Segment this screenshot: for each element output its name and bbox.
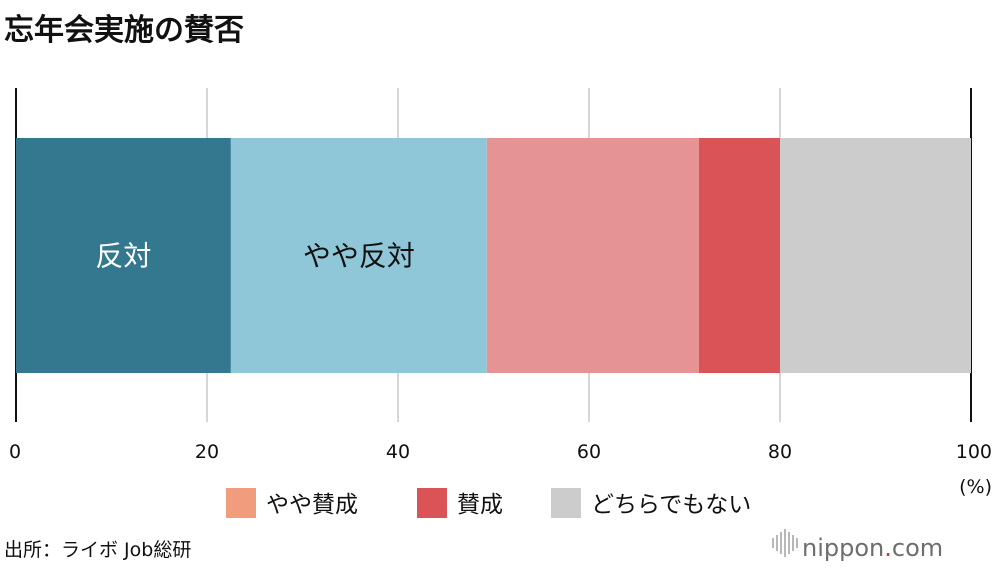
x-tick-label: 60 [577,441,601,463]
brand-text: nippon.com [802,534,943,562]
x-tick-label: 100 [956,441,992,463]
legend-swatch [551,488,581,518]
bar-segment [780,138,971,373]
logo-mark-icon [772,529,798,557]
legend: やや賛成 賛成 どちらでもない [226,488,751,518]
bar-segment [230,138,487,373]
stacked-bar [16,138,971,373]
logo-bar [792,535,794,551]
nippon-logo: nippon.com [772,529,943,562]
legend-label: 賛成 [457,492,503,518]
x-tick-label: 40 [386,441,410,463]
chart-title: 忘年会実施の賛否 [4,13,244,48]
segment-label: やや反対 [303,240,415,273]
x-tick-label: 0 [9,441,21,463]
logo-bar [788,532,790,554]
source-note: 出所：ライボ Job総研 [4,539,191,561]
brand-dot: . [884,534,892,562]
x-tick-label: 80 [768,441,792,463]
logo-bar [796,538,798,548]
logo-bar [784,529,786,557]
bar-segment [698,138,780,373]
logo-bar [776,535,778,551]
segment-labels: 反対 やや反対 [95,240,414,273]
legend-swatch [226,488,256,518]
legend-swatch [417,488,447,518]
logo-bar [772,538,774,548]
brand-name: nippon [802,534,884,562]
x-axis-unit: (%) [959,476,992,498]
bar-segment [16,138,231,373]
x-tick-label: 20 [195,441,219,463]
legend-label: どちらでもない [591,492,751,518]
bar-segment [486,138,699,373]
logo-bar [780,532,782,554]
x-axis: 0 20 40 60 80 100 [9,441,992,463]
segment-label: 反対 [95,240,151,273]
brand-tld: com [892,534,943,562]
legend-label: やや賛成 [266,492,358,518]
